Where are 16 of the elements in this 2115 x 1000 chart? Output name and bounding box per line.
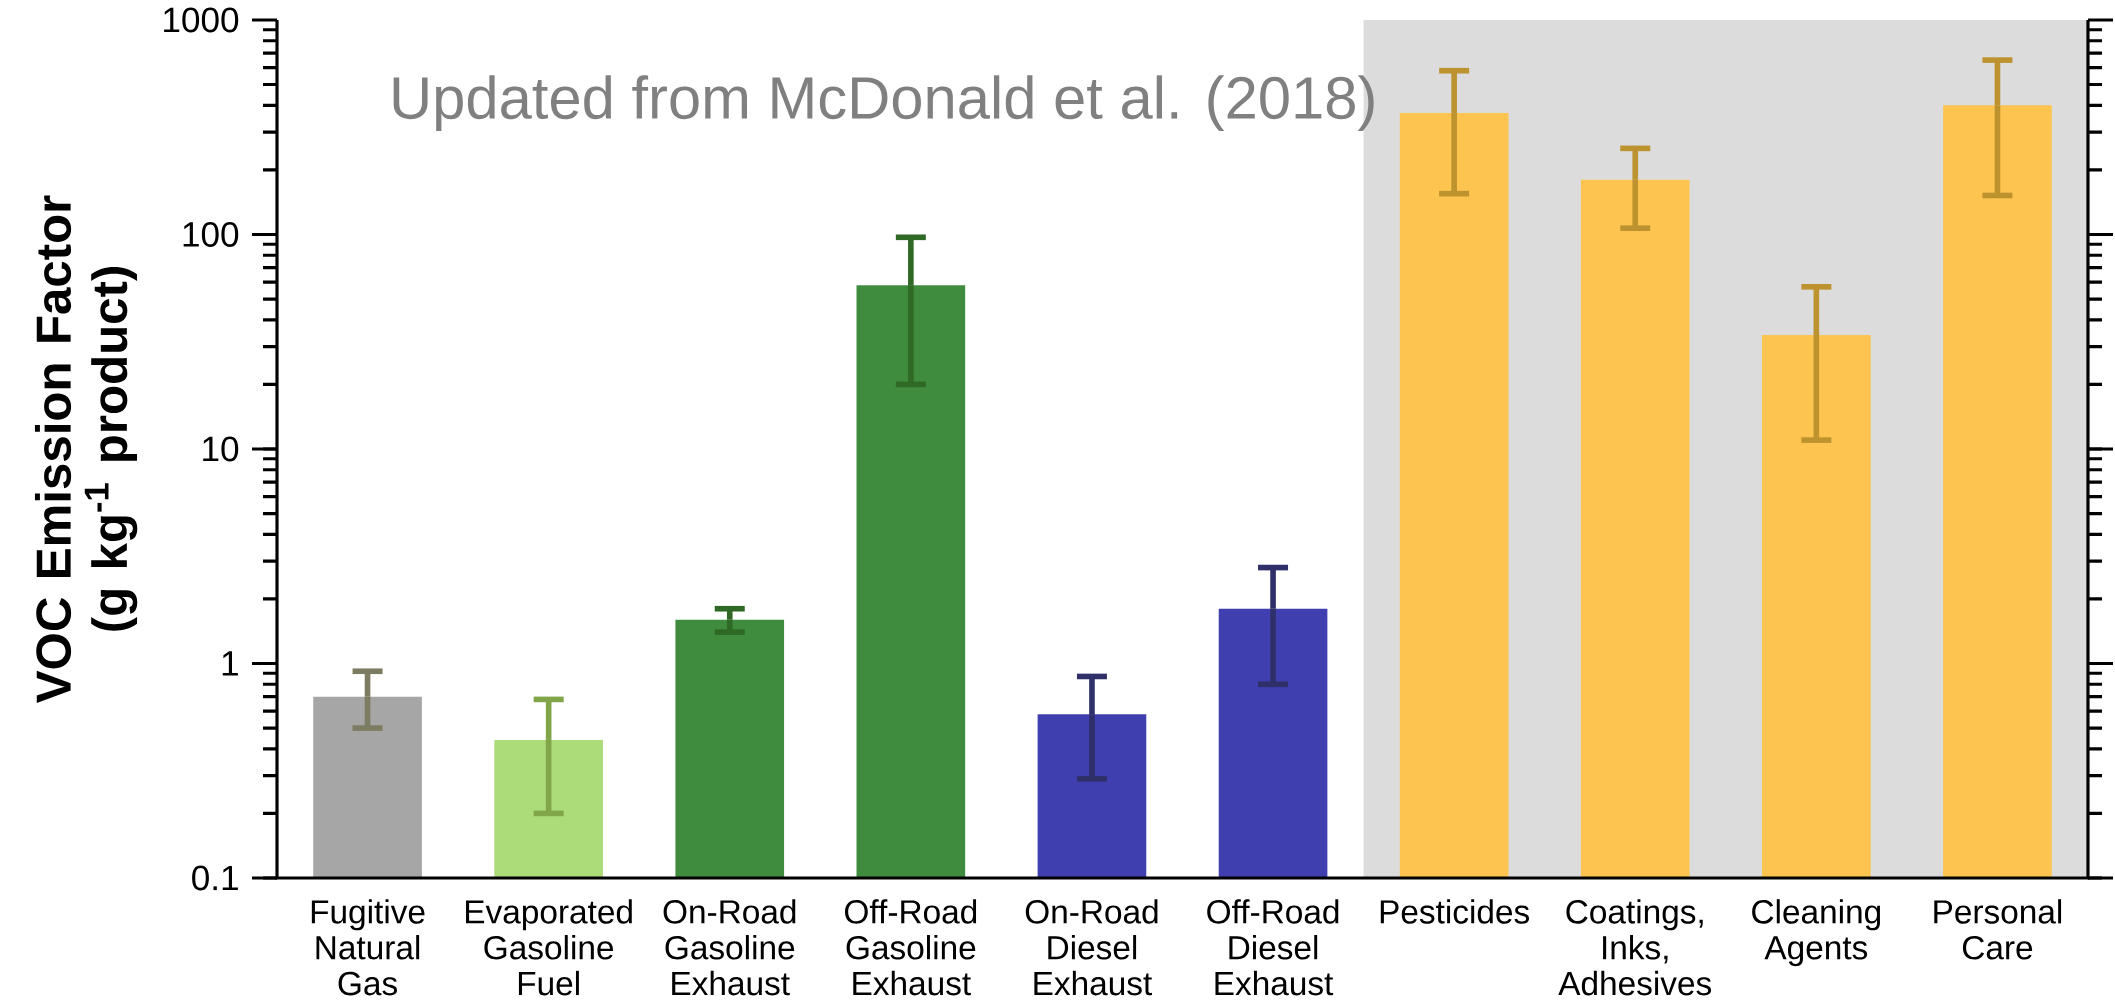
y-tick-label: 10	[203, 436, 239, 462]
x-tick-label: Cleaning Agents	[1752, 899, 1881, 967]
x-tick-label: Fugitive Natural Gas	[311, 899, 425, 996]
x-tick-label: Off-Road Gasoline Exhaust	[845, 899, 977, 996]
x-tick-label: On-Road Gasoline Exhaust	[663, 899, 796, 996]
y-tick-label: 1000	[164, 7, 239, 33]
annotation: Updated from McDonald et al. (2018)	[393, 75, 1374, 131]
x-tick-label: Pesticides	[1380, 899, 1529, 924]
x-tick-label: Evaporated Gasoline Fuel	[466, 899, 632, 996]
x-tick-label: Coatings, Inks, Adhesives	[1558, 899, 1712, 996]
y-tick-label: 100	[183, 222, 239, 247]
x-tick-label: On-Road Diesel Exhaust	[1025, 899, 1158, 996]
y-tick-label: 0.1	[192, 865, 238, 891]
x-tick-label: Personal Care	[1934, 899, 2062, 960]
x-tick-label: Off-Road Diesel Exhaust	[1207, 899, 1339, 996]
y-tick-label: 1	[222, 651, 238, 676]
